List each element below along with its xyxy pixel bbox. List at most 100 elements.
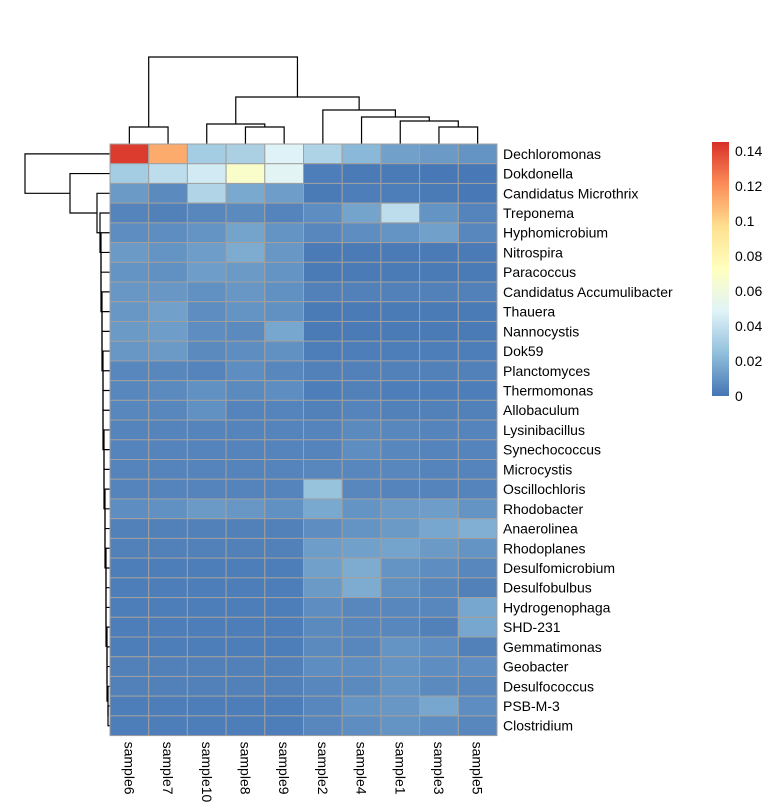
heatmap-cell [264,399,304,421]
heatmap-cell [380,261,421,283]
heatmap-cell [341,281,382,303]
heatmap-cell [148,320,188,342]
heatmap-cell [380,222,421,244]
heatmap-cell [264,478,304,500]
heatmap-cell [303,143,343,165]
heatmap-cell [225,636,266,658]
heatmap-cell [457,360,498,382]
heatmap-cell [380,202,421,224]
heatmap-cell [457,478,498,500]
heatmap-cell [148,577,188,599]
heatmap-cell [303,557,343,579]
heatmap-cell [225,182,266,204]
legend-ticks: 0 0.02 0.04 0.06 0.08 0.1 0.12 0.14 [735,143,762,404]
heatmap-cell [341,143,382,165]
heatmap-cell [109,577,150,599]
heatmap-cell [419,478,459,500]
heatmap-cell [303,419,343,441]
heatmap-cell [303,459,343,480]
heatmap-cell [225,222,266,244]
column-labels: sample6 sample7 sample10 sample8 sample9 samp… [121,742,485,803]
heatmap-cell [264,360,304,382]
heatmap-cell [225,498,266,520]
heatmap-cell [341,675,382,697]
dendrogram-branch [100,232,110,273]
dendrogram-branch [103,429,110,470]
heatmap-cell [225,202,266,224]
heatmap-cell [264,459,304,480]
heatmap-cell [264,537,304,559]
heatmap-cell [303,360,343,382]
dendrogram-branch [101,291,110,332]
column-label: sample8 [238,742,254,795]
heatmap-cell [225,261,266,283]
heatmap-cell [186,616,227,638]
heatmap-cell [148,695,188,717]
heatmap-cell [264,439,304,461]
heatmap-cell [341,320,382,342]
heatmap-cell [457,597,498,618]
heatmap-cell [225,675,266,697]
heatmap-cell [109,715,150,737]
heatmap-cell [109,616,150,638]
heatmap-cell [341,419,382,441]
dendrogram-branch [105,606,110,647]
heatmap-cell [341,715,382,737]
heatmap-cell [303,320,343,342]
heatmap-cell [186,163,227,184]
heatmap-cell [457,518,498,539]
heatmap-cell [148,675,188,697]
row-label: Dokdonella [503,166,573,182]
row-label: Dechloromonas [503,146,601,162]
heatmap-cell [186,242,227,263]
heatmap-cell [303,498,343,520]
heatmap-cell [148,281,188,303]
heatmap-cell [341,163,382,184]
heatmap-cell [109,202,150,224]
heatmap-cell [419,616,459,638]
row-label: Lysinibacillus [503,422,585,438]
heatmap-cell [186,320,227,342]
heatmap-cell [109,163,150,184]
heatmap-cell [148,419,188,441]
heatmap-cell [225,301,266,322]
heatmap-cell [457,399,498,421]
heatmap-cell [186,261,227,283]
row-label: Dok59 [503,343,544,359]
heatmap-cell [186,597,227,618]
dendrogram-branch [104,488,110,529]
heatmap-cell [457,380,498,401]
heatmap-cell [148,557,188,579]
heatmap-cell [341,340,382,362]
heatmap-cell [341,537,382,559]
heatmap-cell [148,518,188,539]
row-label: Treponema [503,205,574,221]
heatmap-cell [148,222,188,244]
heatmap-cell [380,695,421,717]
heatmap-cell [303,202,343,224]
heatmap-cell [457,557,498,579]
row-label: Gemmatimonas [503,639,602,655]
heatmap-cell [109,537,150,559]
column-label: sample1 [392,742,408,795]
dendrogram-branch [24,153,110,194]
heatmap-cell [225,459,266,480]
heatmap-cell [380,399,421,421]
heatmap-cell [457,261,498,283]
heatmap-cell [109,281,150,303]
column-label: sample9 [276,742,292,795]
color-legend: 0 0.02 0.04 0.06 0.08 0.1 0.12 0.14 [712,142,762,404]
heatmap-cell [109,222,150,244]
heatmap-cell [419,182,459,204]
heatmap-cell [303,439,343,461]
heatmap-cell [264,518,304,539]
heatmap-cell [341,577,382,599]
heatmap-cell [109,320,150,342]
heatmap-cell [419,340,459,362]
heatmap-cell [457,340,498,362]
heatmap-cell [419,163,459,184]
dendrogram-branch [438,126,479,144]
heatmap-cell [225,399,266,421]
heatmap-cell [419,636,459,658]
heatmap-cell [264,695,304,717]
